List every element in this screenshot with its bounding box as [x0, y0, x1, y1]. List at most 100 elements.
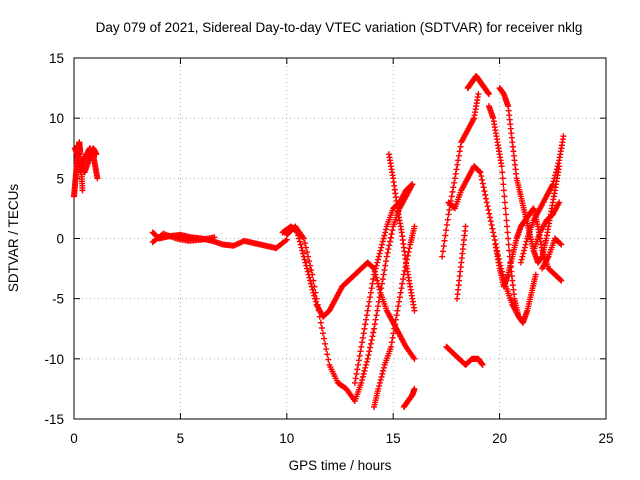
- data-point: [501, 199, 508, 206]
- data-point: [387, 238, 394, 245]
- y-tick-label: -5: [52, 292, 64, 307]
- data-point: [304, 249, 311, 256]
- data-point: [352, 375, 359, 382]
- data-point: [366, 298, 373, 305]
- data-point: [377, 247, 384, 254]
- data-point: [299, 247, 306, 254]
- data-point: [453, 166, 460, 173]
- data-point: [383, 258, 390, 265]
- data-point: [387, 234, 394, 241]
- data-point: [554, 163, 561, 170]
- data-point: [363, 316, 370, 323]
- series-late-k: [454, 223, 469, 302]
- data-point: [322, 340, 329, 347]
- y-tick-label: 10: [49, 111, 64, 126]
- series-late-h: [517, 133, 567, 266]
- x-tick-label: 15: [386, 431, 401, 446]
- data-point: [375, 298, 382, 305]
- data-point: [439, 248, 446, 255]
- data-point: [301, 240, 308, 247]
- x-tick-label: 5: [177, 431, 185, 446]
- data-point: [445, 211, 452, 218]
- data-point: [361, 367, 368, 374]
- data-point: [375, 385, 382, 392]
- data-point: [456, 148, 463, 155]
- data-point: [311, 283, 318, 290]
- data-point: [379, 238, 386, 245]
- data-point: [373, 274, 380, 281]
- series-arc-c: [351, 181, 416, 386]
- data-point: [490, 229, 497, 236]
- data-point: [304, 265, 311, 272]
- data-point: [300, 235, 307, 242]
- data-point: [551, 175, 558, 182]
- data-point: [520, 250, 527, 257]
- data-point: [455, 157, 462, 164]
- data-point: [398, 285, 405, 292]
- data-point: [397, 289, 404, 296]
- data-point: [359, 373, 366, 380]
- series-late-b: [439, 91, 482, 260]
- data-point: [488, 221, 495, 228]
- data-point: [378, 244, 385, 251]
- data-point: [411, 307, 418, 314]
- data-point: [374, 307, 381, 314]
- series-arc-b: [283, 181, 416, 404]
- data-point: [452, 170, 459, 177]
- data-point: [372, 316, 379, 323]
- data-points: [71, 73, 567, 410]
- data-point: [307, 262, 314, 269]
- data-point: [396, 298, 403, 305]
- data-point: [314, 301, 321, 308]
- data-point: [381, 232, 388, 239]
- data-point: [296, 238, 303, 245]
- data-point: [311, 292, 318, 299]
- data-point: [359, 339, 366, 346]
- data-point: [376, 382, 383, 389]
- data-point: [319, 330, 326, 337]
- data-point: [389, 227, 396, 234]
- data-point: [310, 277, 317, 284]
- data-point: [383, 226, 390, 233]
- data-point: [391, 325, 398, 332]
- data-point: [443, 227, 450, 234]
- data-point: [481, 188, 488, 195]
- data-point: [411, 355, 418, 362]
- data-point: [475, 91, 482, 98]
- data-point: [515, 313, 522, 320]
- data-point: [476, 168, 483, 175]
- data-point: [389, 334, 396, 341]
- data-point: [362, 364, 369, 371]
- data-point: [364, 307, 371, 314]
- data-point: [394, 307, 401, 314]
- data-point: [505, 241, 512, 248]
- x-tick-label: 25: [598, 431, 613, 446]
- data-point: [411, 385, 418, 392]
- data-point: [312, 289, 319, 296]
- data-point: [367, 344, 374, 351]
- data-point: [373, 312, 380, 319]
- data-point: [480, 184, 487, 191]
- data-point: [477, 169, 484, 176]
- data-point: [388, 343, 395, 350]
- data-point: [457, 143, 464, 150]
- axis-ticks: [73, 57, 607, 420]
- data-point: [501, 193, 508, 200]
- data-point: [373, 262, 380, 269]
- data-point: [359, 376, 366, 383]
- data-point: [489, 225, 496, 232]
- data-point: [557, 276, 564, 283]
- data-point: [386, 242, 393, 249]
- data-point: [355, 357, 362, 364]
- series-late-j: [539, 235, 565, 272]
- data-point: [379, 241, 386, 248]
- data-point: [358, 343, 365, 350]
- data-point: [448, 193, 455, 200]
- series-early-c: [72, 145, 100, 176]
- data-point: [302, 259, 309, 266]
- series-late-c: [464, 73, 492, 98]
- data-point: [450, 184, 457, 191]
- data-point: [379, 276, 386, 283]
- data-point: [479, 361, 486, 368]
- data-point: [505, 235, 512, 242]
